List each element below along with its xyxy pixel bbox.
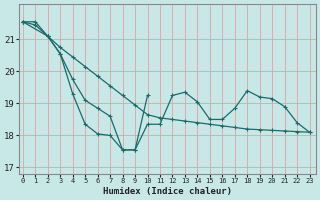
X-axis label: Humidex (Indice chaleur): Humidex (Indice chaleur) [103, 187, 232, 196]
